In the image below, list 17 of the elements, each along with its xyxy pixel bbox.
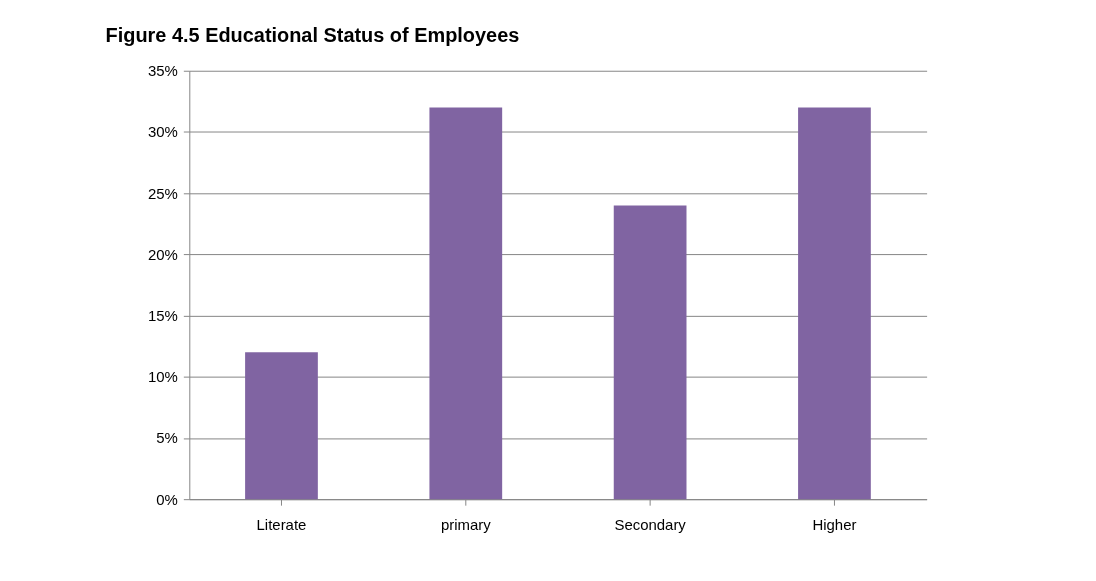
y-tick-label: 0% [156,490,178,508]
y-tick-label: 5% [156,429,178,447]
bar [245,352,318,500]
x-tick-label: primary [440,515,492,533]
y-tick-label: 25% [147,184,178,202]
y-tick-label: 10% [147,368,178,386]
chart-title: Figure 4.5 Educational Status of Employees [105,23,520,46]
x-tick-label: Literate [256,515,307,533]
bar [613,205,687,500]
bar [798,107,871,500]
x-tick-label: Higher [812,515,857,533]
bar [429,107,503,500]
y-tick-label: 30% [147,123,178,141]
y-tick-label: 20% [147,245,178,263]
y-tick-label: 35% [147,62,178,80]
x-tick-label: Secondary [614,515,687,533]
y-tick-label: 15% [147,307,178,325]
